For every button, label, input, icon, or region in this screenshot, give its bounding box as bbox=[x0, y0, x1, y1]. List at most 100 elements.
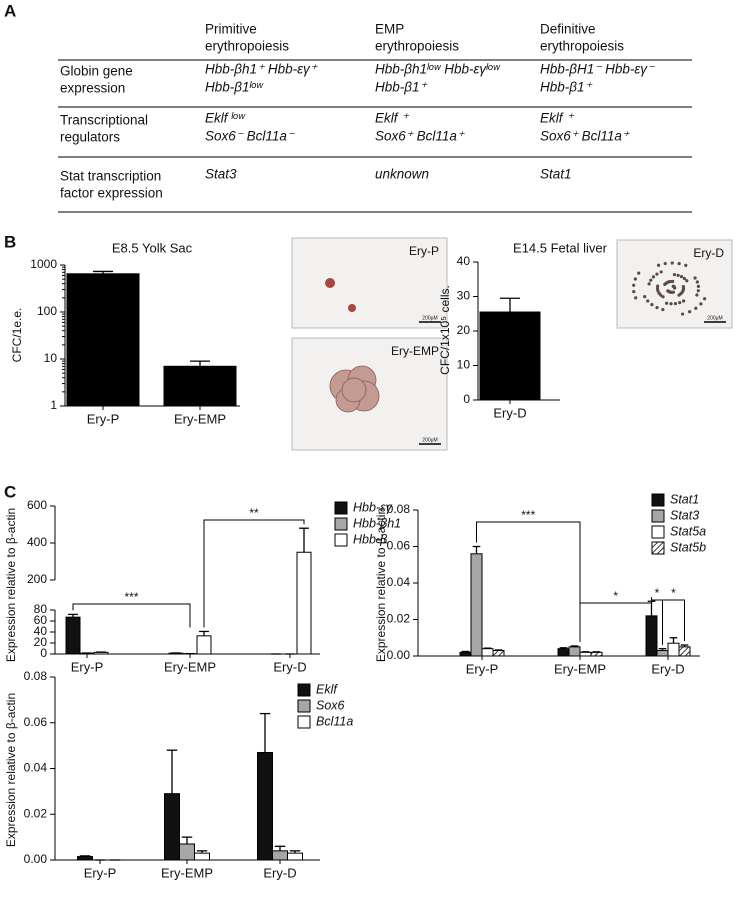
column-header: erythropoiesis bbox=[375, 39, 459, 54]
cell-dot bbox=[649, 278, 653, 282]
y-axis-label: Expression relative to β-actin bbox=[4, 693, 18, 847]
bar bbox=[196, 635, 212, 655]
bar bbox=[645, 615, 658, 657]
bar bbox=[481, 648, 494, 657]
y-tick-label: 20 bbox=[457, 323, 471, 337]
micrograph: Ery-D 200μM bbox=[616, 239, 733, 329]
error-bar bbox=[274, 845, 286, 851]
y-tick-label: 80 bbox=[34, 602, 48, 616]
legend-swatch bbox=[334, 501, 348, 515]
scale-bar-label: 200μM bbox=[422, 315, 437, 321]
cell-dot bbox=[677, 262, 681, 266]
cell-dot bbox=[678, 301, 682, 305]
x-tick-label: Ery-D bbox=[263, 865, 296, 880]
cell-dot bbox=[694, 306, 698, 310]
legend-label: Bcl11a bbox=[316, 714, 353, 728]
x-tick-label: Ery-EMP bbox=[174, 411, 226, 426]
significance-label: *** bbox=[124, 590, 138, 604]
table-cell: unknown bbox=[375, 167, 429, 182]
error-bar bbox=[196, 850, 208, 854]
significance-bracket bbox=[203, 519, 305, 628]
micrograph-label: Ery-EMP bbox=[391, 344, 439, 358]
error-bar bbox=[181, 836, 193, 844]
colony bbox=[348, 304, 356, 312]
legend-label: Stat1 bbox=[670, 492, 699, 506]
error-bar bbox=[461, 650, 470, 653]
legend-label: Hbb-β bbox=[353, 532, 387, 546]
cell-dot bbox=[695, 293, 699, 297]
bar bbox=[667, 642, 680, 657]
table-cell: Eklf ⁺ bbox=[540, 111, 574, 126]
y-tick-label: 0.04 bbox=[24, 761, 48, 775]
column-header: EMP bbox=[375, 22, 404, 37]
cell-dot bbox=[670, 261, 674, 265]
table-cell: Hbb-βH1⁻ Hbb-εγ⁻ bbox=[540, 62, 655, 77]
bar bbox=[568, 646, 581, 657]
y-tick-label: 0.06 bbox=[24, 715, 48, 729]
row-label: factor expression bbox=[60, 186, 163, 201]
row-label: Stat transcription bbox=[60, 169, 161, 184]
cell-dot bbox=[696, 289, 700, 293]
bar bbox=[579, 651, 592, 657]
chart: 0 10 20 30 40 E14.5 Fetal liver CFC/1x10⁵ cell… bbox=[438, 240, 607, 420]
legend-label: Stat5b bbox=[670, 540, 706, 554]
micrograph: Ery-EMP 200μM bbox=[291, 337, 448, 451]
bar bbox=[459, 651, 472, 657]
cell-dot bbox=[655, 305, 659, 310]
legend-swatch bbox=[297, 699, 311, 713]
cell-dot bbox=[685, 279, 689, 283]
table-cell: Sox6⁺ Bcl11a⁺ bbox=[375, 129, 465, 144]
significance-bracket bbox=[72, 603, 191, 628]
colony bbox=[325, 278, 335, 288]
cell-dot bbox=[637, 271, 641, 275]
y-axis-label: CFC/1x10⁵ cells. bbox=[438, 285, 452, 375]
cell-dot bbox=[659, 270, 663, 274]
table-cell: Hbb-β1⁺ bbox=[375, 80, 427, 95]
error-bar bbox=[581, 651, 590, 653]
bar bbox=[656, 650, 669, 657]
legend-swatch bbox=[334, 517, 348, 531]
cell-dot bbox=[663, 261, 667, 266]
x-tick-label: Ery-EMP bbox=[161, 865, 213, 880]
legend-label: Hbb-βh1 bbox=[353, 516, 401, 530]
bar bbox=[77, 856, 93, 861]
bar bbox=[287, 852, 303, 861]
cell-dot bbox=[656, 263, 661, 267]
cell-dot bbox=[671, 284, 675, 288]
significance-label: * bbox=[613, 589, 618, 603]
x-tick-label: Ery-D bbox=[651, 661, 684, 676]
cell-dot bbox=[634, 296, 638, 300]
bar bbox=[179, 843, 195, 861]
legend-swatch bbox=[297, 715, 311, 729]
error-bar bbox=[299, 527, 309, 553]
cell-dot bbox=[633, 277, 637, 281]
x-tick-label: Ery-P bbox=[87, 411, 120, 426]
y-tick-label: 30 bbox=[457, 289, 471, 303]
cell-dot bbox=[684, 263, 688, 267]
y-axis-label: Expression relative to β-actin bbox=[4, 508, 18, 662]
error-bar bbox=[669, 637, 678, 644]
bar bbox=[194, 852, 210, 861]
y-tick-label: 40 bbox=[457, 254, 471, 268]
column-header: Primitive bbox=[205, 22, 257, 37]
significance-bracket bbox=[579, 597, 652, 642]
y-tick-label: 0 bbox=[463, 392, 470, 406]
significance-bracket bbox=[476, 521, 581, 642]
x-tick-label: Ery-D bbox=[273, 659, 306, 674]
cell-dot bbox=[655, 272, 659, 276]
y-tick-label: 40 bbox=[34, 624, 48, 638]
error-bar bbox=[190, 360, 210, 367]
cell-dot bbox=[703, 297, 707, 301]
cell-dot bbox=[656, 284, 660, 288]
y-tick-label: 10 bbox=[44, 351, 58, 365]
error-bar bbox=[494, 649, 503, 651]
y-tick-label: 1 bbox=[50, 398, 57, 412]
table-cell: Hbb-β1⁺ bbox=[540, 80, 592, 95]
error-bar bbox=[79, 855, 91, 857]
cell-dot bbox=[655, 286, 660, 291]
y-tick-label: 0.02 bbox=[24, 806, 48, 820]
cell-dot bbox=[681, 284, 686, 289]
